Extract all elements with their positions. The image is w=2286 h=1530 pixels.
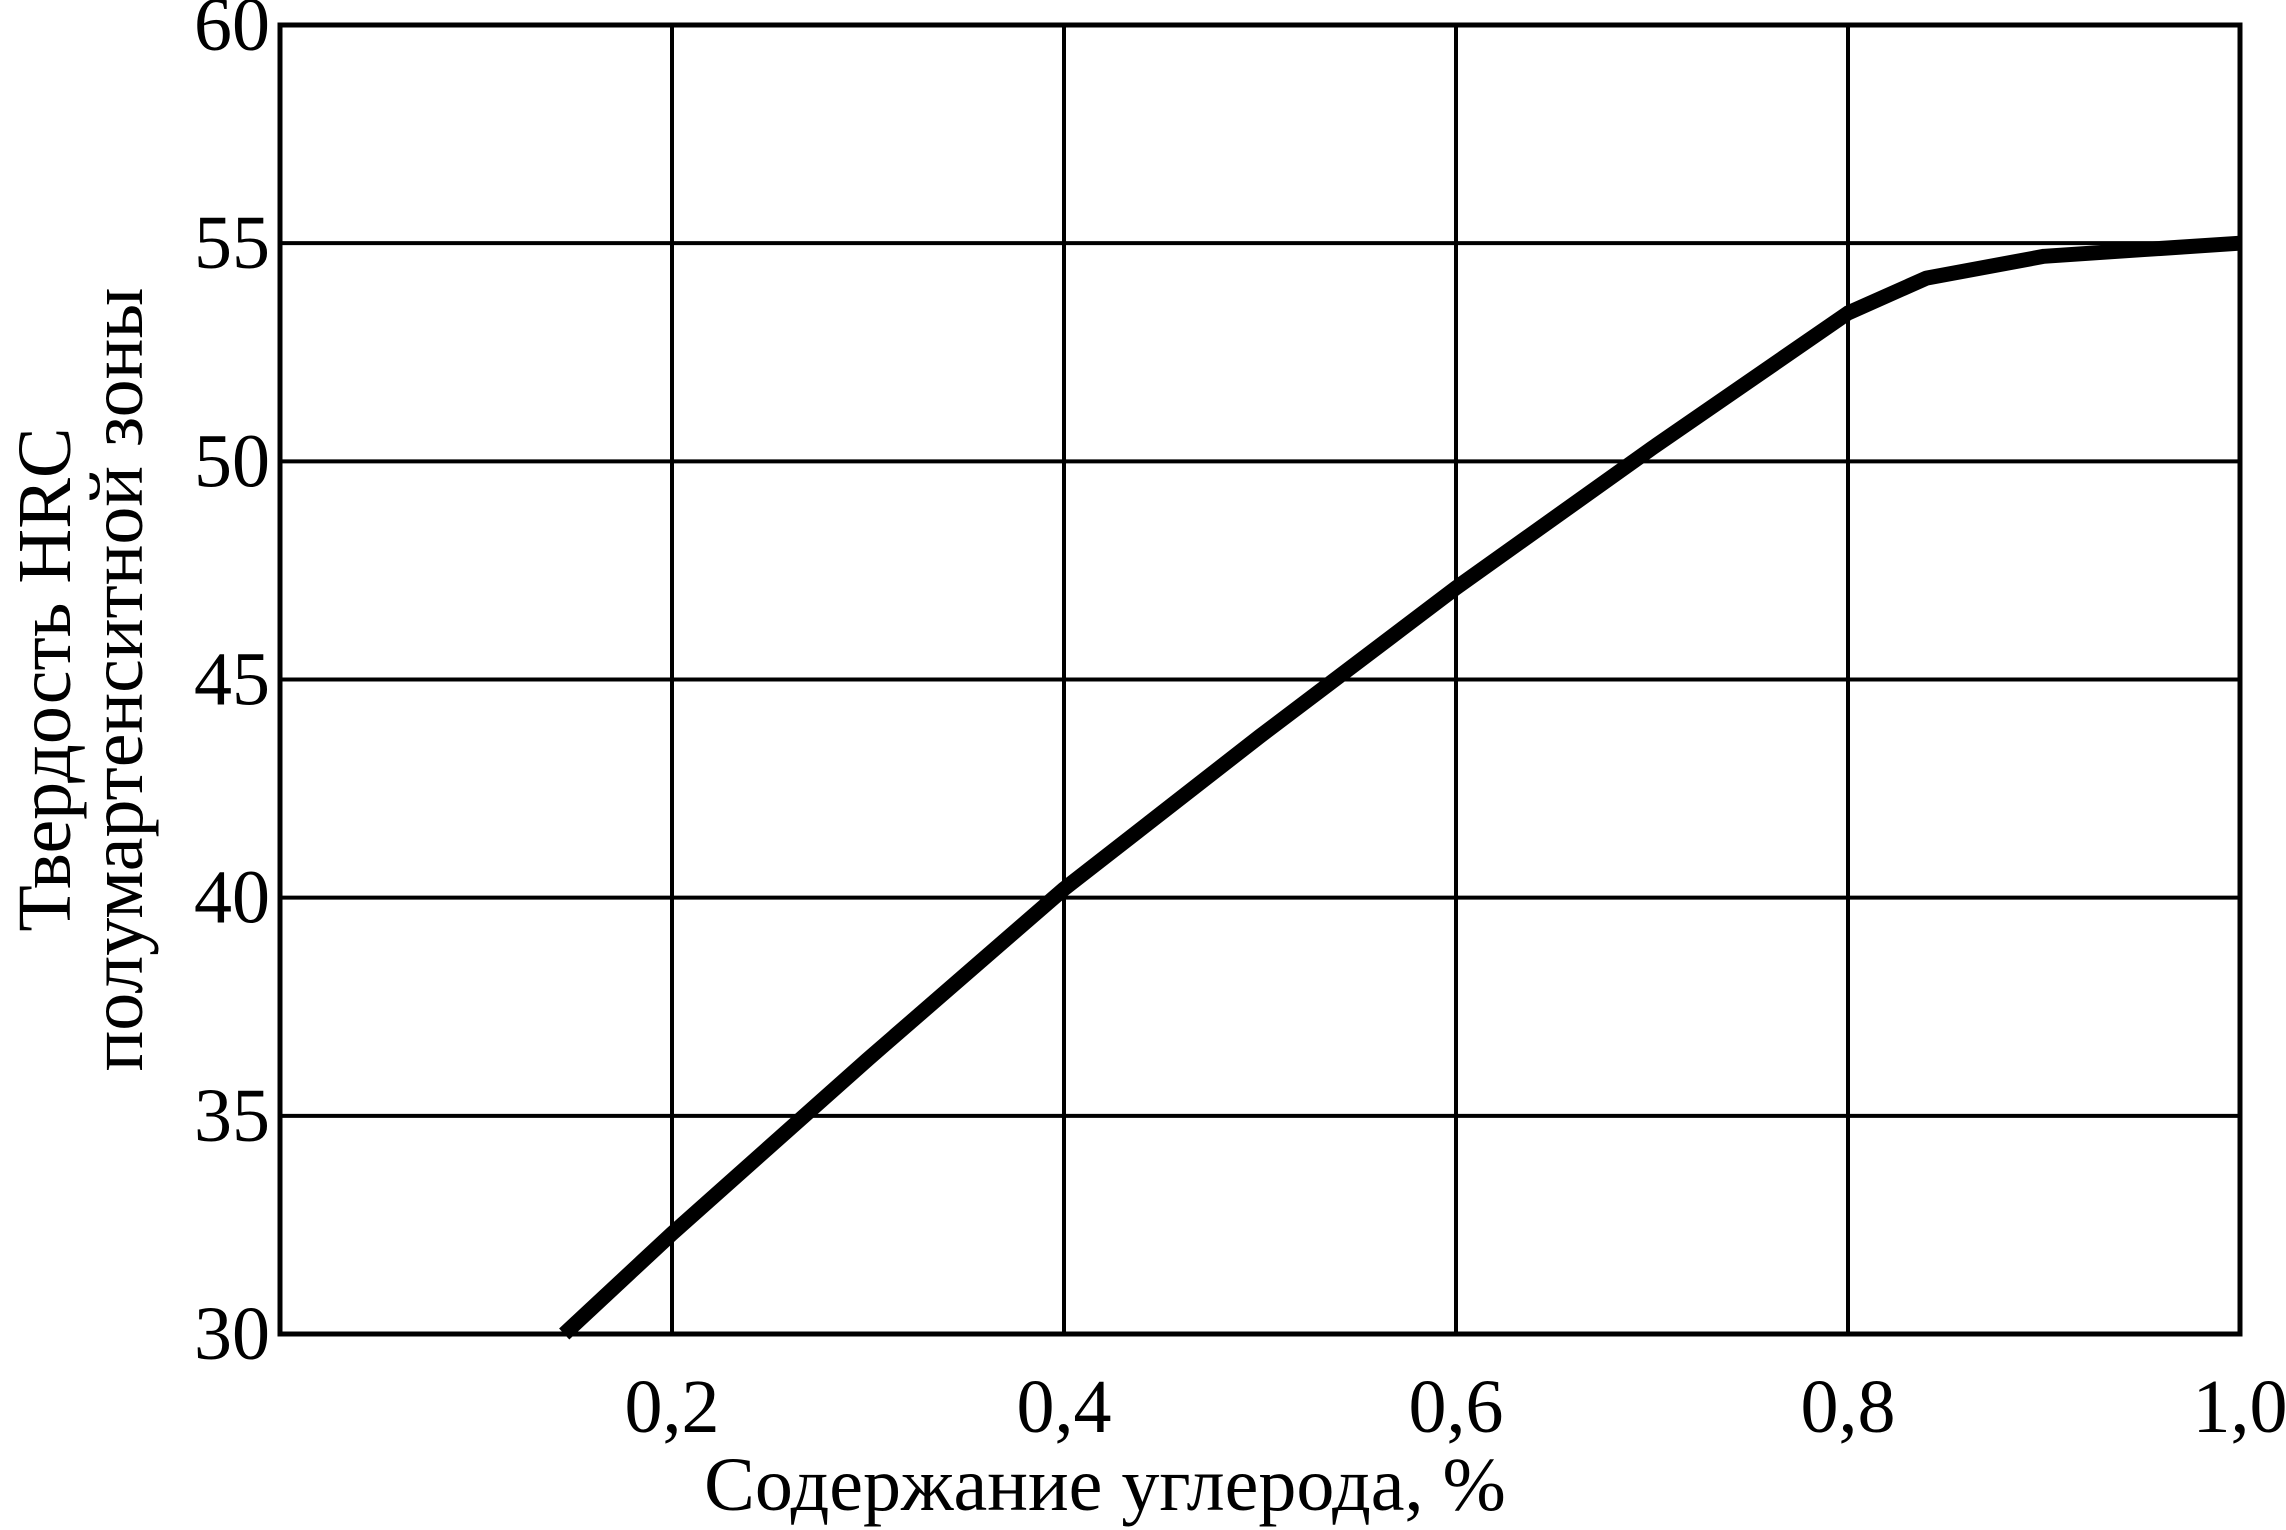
y-tick-label: 50 — [194, 419, 270, 503]
y-tick-label: 40 — [194, 856, 270, 940]
y-tick-label: 30 — [194, 1292, 270, 1376]
grid — [280, 23, 2242, 1336]
x-tick-labels: 0,2 0,4 0,6 0,8 1,0 — [625, 1365, 2286, 1449]
y-tick-label: 55 — [194, 201, 270, 285]
y-axis-title-line-1: Твердость HRC — [3, 427, 87, 931]
x-tick-label: 1,0 — [2193, 1365, 2286, 1449]
x-axis-title: Содержание углерода, % — [704, 1443, 1506, 1527]
y-axis-title-line-2: полумартенситной зоны — [75, 288, 159, 1072]
plot-frame — [277, 22, 2243, 1337]
x-tick-label: 0,2 — [625, 1365, 720, 1449]
x-tick-label: 0,8 — [1801, 1365, 1896, 1449]
y-tick-label: 60 — [194, 0, 270, 67]
series-line — [559, 235, 2241, 1340]
x-tick-label: 0,6 — [1409, 1365, 1504, 1449]
y-tick-label: 45 — [194, 638, 270, 722]
y-tick-label: 35 — [194, 1074, 270, 1158]
series-layer — [559, 235, 2241, 1340]
x-tick-label: 0,4 — [1017, 1365, 1112, 1449]
y-tick-labels: 30 35 40 45 50 55 60 — [194, 0, 270, 1376]
